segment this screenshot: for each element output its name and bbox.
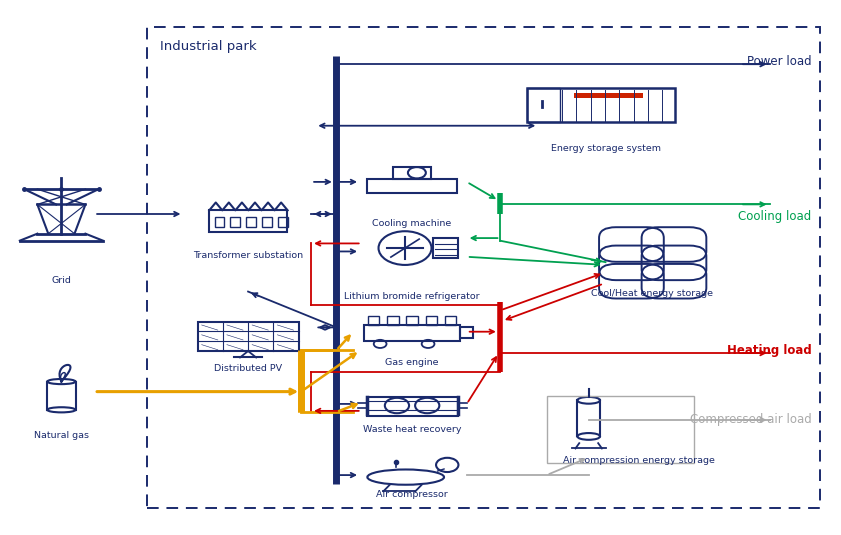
- Bar: [547, 396, 694, 463]
- Bar: [527, 88, 675, 122]
- Text: Transformer substation: Transformer substation: [193, 251, 303, 261]
- Bar: [433, 238, 458, 258]
- Text: Gas engine: Gas engine: [385, 358, 439, 368]
- Text: Cool/Heat energy storage: Cool/Heat energy storage: [590, 289, 713, 298]
- Bar: [278, 217, 288, 227]
- Bar: [230, 217, 241, 227]
- Bar: [368, 179, 457, 193]
- Bar: [387, 317, 399, 325]
- Bar: [460, 327, 473, 338]
- Bar: [214, 217, 225, 227]
- Text: Cooling machine: Cooling machine: [373, 219, 452, 228]
- Bar: [527, 88, 560, 122]
- Text: Distributed PV: Distributed PV: [214, 364, 283, 373]
- Text: Air compression energy storage: Air compression energy storage: [563, 456, 715, 465]
- Bar: [393, 166, 431, 179]
- Bar: [368, 317, 379, 325]
- Text: Power load: Power load: [747, 55, 812, 68]
- Bar: [246, 217, 257, 227]
- Bar: [262, 217, 272, 227]
- Text: Cooling load: Cooling load: [738, 210, 812, 223]
- Text: Grid: Grid: [51, 276, 71, 285]
- Bar: [574, 93, 643, 98]
- Text: Waste heat recovery: Waste heat recovery: [362, 425, 462, 434]
- Text: Energy storage system: Energy storage system: [551, 144, 660, 154]
- Bar: [426, 317, 437, 325]
- Text: Compressed air load: Compressed air load: [690, 414, 812, 426]
- Bar: [364, 325, 460, 341]
- Text: Natural gas: Natural gas: [34, 431, 89, 440]
- Bar: [198, 322, 299, 351]
- Bar: [445, 317, 456, 325]
- Bar: [367, 397, 458, 416]
- Text: Lithium bromide refrigerator: Lithium bromide refrigerator: [344, 292, 480, 301]
- Text: Industrial park: Industrial park: [160, 40, 257, 53]
- Text: Air compressor: Air compressor: [376, 490, 448, 499]
- Bar: [406, 317, 418, 325]
- Text: Heating load: Heating load: [727, 344, 812, 357]
